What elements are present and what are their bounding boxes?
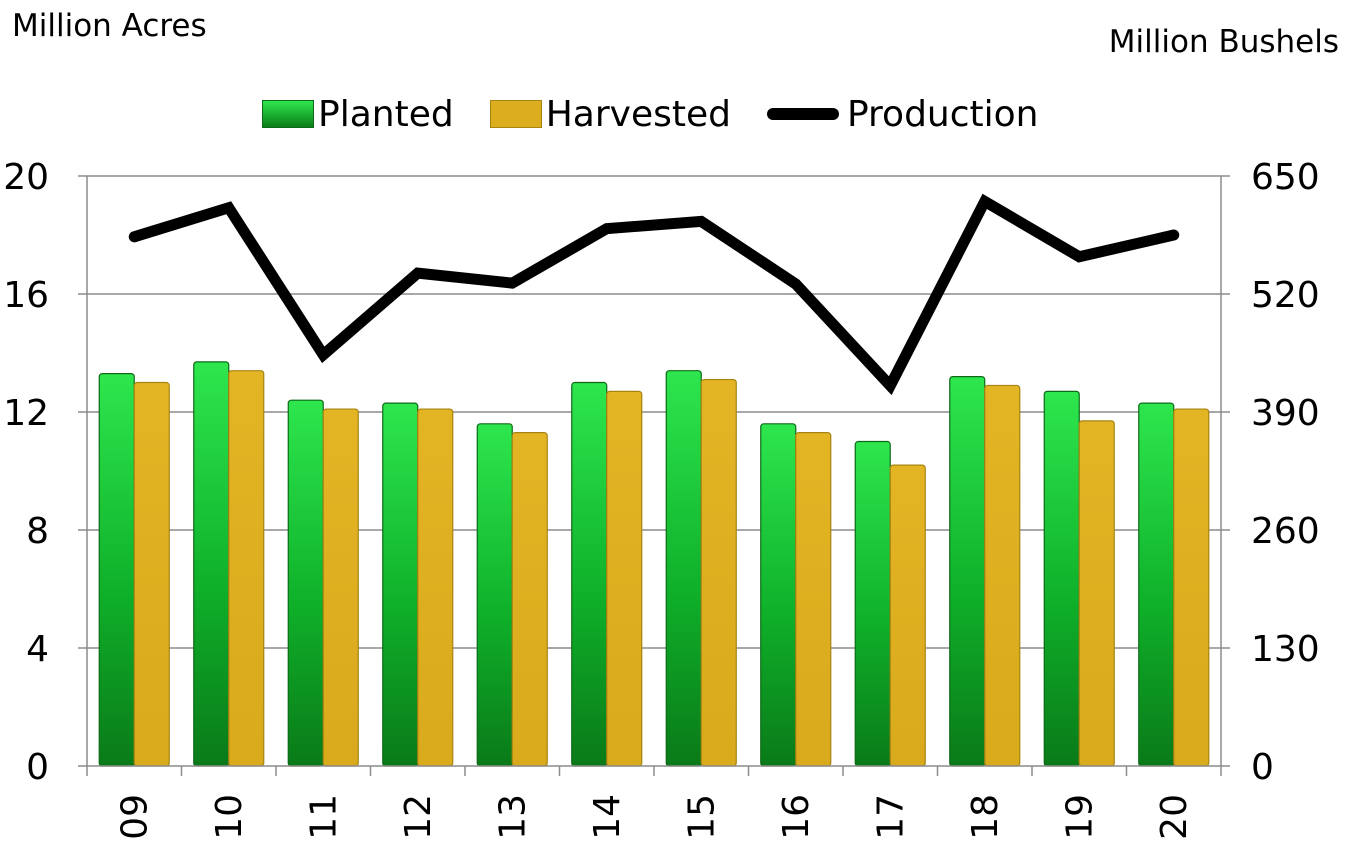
bar-harvested [700,378,737,767]
line-production [128,193,1180,396]
bar-harvested [1078,420,1115,767]
right-tick-label: 390 [1251,393,1320,434]
legend-label-production: Production [846,93,1039,135]
legend-label-planted: Planted [318,93,454,135]
bar-harvested [228,370,265,767]
left-tick-label: 8 [26,511,49,552]
right-tick-label: 130 [1251,629,1320,670]
gridlines [87,175,1221,649]
bar-harvested [1173,408,1210,767]
bar-harvested [606,390,643,767]
x-tick-label: 11 [303,794,344,840]
right-tick-label: 260 [1251,511,1320,552]
bar-planted [476,423,513,767]
left-tick-label: 4 [26,629,49,670]
bar-planted [1043,390,1080,767]
x-tick-label: 14 [587,794,628,840]
right-tick-label: 520 [1251,275,1320,316]
tick-labels: 0 0 4 130 8 260 12 390 16 520 20 650 09 10 11 12 13 14 15 1… [3,157,1320,840]
bar-planted [854,440,891,767]
bar-harvested [322,408,359,767]
bar-harvested [511,432,548,767]
legend-item-production: Production [766,93,1039,135]
x-tick-label: 17 [870,794,911,840]
right-tick-label: 0 [1251,747,1274,788]
x-tick-label: 10 [209,794,250,840]
legend-item-harvested: Harvested [489,93,731,135]
legend-label-harvested: Harvested [545,93,731,135]
bar-planted [193,361,230,767]
left-axis-title: Million Acres [12,8,207,44]
legend-swatch-planted [262,100,314,128]
x-tick-label: 13 [492,794,533,840]
axes [78,175,1230,776]
legend-swatch-harvested [489,100,542,128]
bar-harvested [984,384,1021,767]
left-tick-label: 16 [3,275,49,316]
x-tick-label: 19 [1059,794,1100,840]
bar-planted [98,373,135,767]
production-line [128,193,1180,396]
legend-item-planted: Planted [262,94,454,135]
right-tick-label: 650 [1251,157,1320,198]
bar-harvested [795,432,832,767]
right-axis-title: Million Bushels [1108,24,1339,60]
left-tick-label: 20 [3,157,49,198]
bar-harvested [417,408,454,767]
x-tick-label: 18 [965,794,1006,840]
left-tick-label: 12 [3,393,49,434]
bar-planted [760,423,797,767]
bar-planted [382,402,419,767]
legend-swatch-production [766,108,839,120]
bar-planted [949,376,986,767]
x-tick-label: 12 [398,794,439,840]
bar-planted [1138,402,1175,767]
bar-harvested [889,464,926,767]
x-tick-label: 16 [776,794,817,840]
legend: Planted Harvested Production [262,92,1075,136]
bar-planted [665,370,702,767]
bar-planted [571,381,608,767]
bars [98,361,1210,767]
bar-planted [287,399,324,767]
x-tick-label: 20 [1154,794,1195,840]
left-tick-label: 0 [26,747,49,788]
x-tick-label: 15 [681,794,722,840]
bar-harvested [133,381,170,767]
x-tick-label: 09 [114,794,155,840]
